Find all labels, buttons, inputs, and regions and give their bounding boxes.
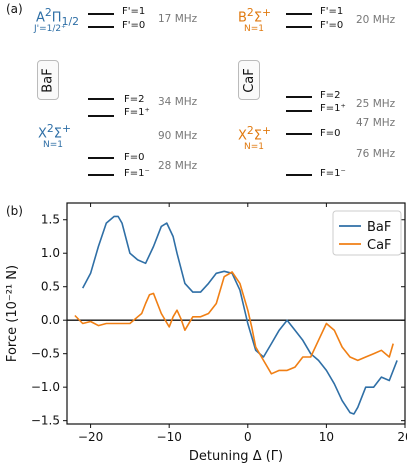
baf-ground-level-f0-label: F=0 bbox=[124, 152, 145, 163]
caf-ground-level-f1plus bbox=[286, 110, 312, 112]
y-tick-label: −0.5 bbox=[31, 347, 60, 361]
legend-box bbox=[332, 210, 402, 256]
x-tick-label: −10 bbox=[157, 430, 182, 444]
caf-excited-level-1 bbox=[286, 13, 312, 15]
caf-ground-level-f1minus-label: F=1⁻ bbox=[320, 168, 346, 179]
caf-ground-level-f2 bbox=[286, 96, 312, 98]
caf-excited-level-0-label: F'=0 bbox=[320, 20, 344, 31]
y-tick-label: 1.5 bbox=[41, 213, 60, 227]
baf-ground-level-f2-label: F=2 bbox=[124, 94, 145, 105]
y-tick-label: 0.0 bbox=[41, 313, 60, 327]
y-tick-label: −1.0 bbox=[31, 380, 60, 394]
caf-ground-level-f1minus bbox=[286, 174, 312, 176]
baf-ground-splitting-34: 34 MHz bbox=[158, 96, 198, 108]
baf-molecule-box: BaF bbox=[37, 60, 59, 100]
baf-ground-level-f1minus-label: F=1⁻ bbox=[124, 168, 150, 179]
caf-ground-level-f0 bbox=[286, 133, 312, 135]
baf-ground-splitting-28: 28 MHz bbox=[158, 160, 198, 172]
x-tick-label: 20 bbox=[397, 430, 407, 444]
x-axis-label: Detuning Δ (Γ) bbox=[189, 449, 283, 463]
baf-ground-level-f1minus bbox=[88, 174, 114, 176]
series-line-baf bbox=[81, 215, 398, 415]
baf-box-label: BaF bbox=[40, 67, 56, 93]
caf-box-label: CaF bbox=[241, 67, 257, 93]
x-tick-label: 0 bbox=[244, 430, 252, 444]
caf-ground-state-term: X2Σ+ bbox=[238, 124, 272, 144]
plot-frame bbox=[66, 202, 406, 425]
y-tick-label: 0.5 bbox=[41, 280, 60, 294]
baf-ground-state-term: X2Σ+ bbox=[38, 122, 72, 142]
baf-ground-splitting-90: 90 MHz bbox=[158, 130, 198, 142]
caf-ground-state-sub: N=1 bbox=[244, 142, 264, 152]
series-line-caf bbox=[74, 271, 394, 375]
baf-excited-level-0-label: F'=0 bbox=[122, 20, 146, 31]
baf-excited-state-sub: J'=1/2⁺ bbox=[34, 24, 66, 34]
caf-excited-level-1-label: F'=1 bbox=[320, 6, 344, 17]
caf-molecule-box: CaF bbox=[238, 60, 260, 100]
y-tick-label: 1.0 bbox=[41, 246, 60, 260]
caf-ground-splitting-47: 47 MHz bbox=[356, 117, 396, 129]
baf-excited-level-1 bbox=[88, 13, 114, 15]
baf-ground-state-sub: N=1 bbox=[43, 140, 63, 150]
y-tick-label: −1.5 bbox=[31, 414, 60, 428]
legend-label-baf: BaF bbox=[367, 220, 391, 235]
panel-b-label: (b) bbox=[6, 204, 23, 218]
baf-ground-level-f1plus bbox=[88, 115, 114, 117]
caf-excited-splitting: 20 MHz bbox=[356, 14, 396, 26]
caf-excited-state-term: B2Σ+ bbox=[238, 6, 272, 26]
baf-excited-state-term: A2Π1/2 bbox=[36, 6, 80, 28]
x-tick-label: −20 bbox=[78, 430, 103, 444]
baf-excited-level-1-label: F'=1 bbox=[122, 6, 146, 17]
baf-ground-level-f0 bbox=[88, 157, 114, 159]
baf-ground-level-f2 bbox=[88, 98, 114, 100]
baf-ground-level-f1plus-label: F=1⁺ bbox=[124, 107, 150, 118]
baf-excited-splitting: 17 MHz bbox=[158, 13, 198, 25]
y-axis-label: Force (10⁻²¹ N) bbox=[5, 265, 20, 362]
baf-excited-level-0 bbox=[88, 26, 114, 28]
panel-a-label: (a) bbox=[6, 2, 23, 16]
caf-ground-level-f0-label: F=0 bbox=[320, 128, 341, 139]
x-tick-label: 10 bbox=[319, 430, 334, 444]
legend-label-caf: CaF bbox=[367, 238, 392, 253]
caf-ground-splitting-25: 25 MHz bbox=[356, 98, 396, 110]
caf-excited-state-sub: N=1 bbox=[244, 24, 264, 34]
caf-ground-level-f1plus-label: F=1⁺ bbox=[320, 103, 346, 114]
caf-ground-level-f2-label: F=2 bbox=[320, 90, 341, 101]
caf-excited-level-0 bbox=[286, 26, 312, 28]
caf-ground-splitting-76: 76 MHz bbox=[356, 148, 396, 160]
